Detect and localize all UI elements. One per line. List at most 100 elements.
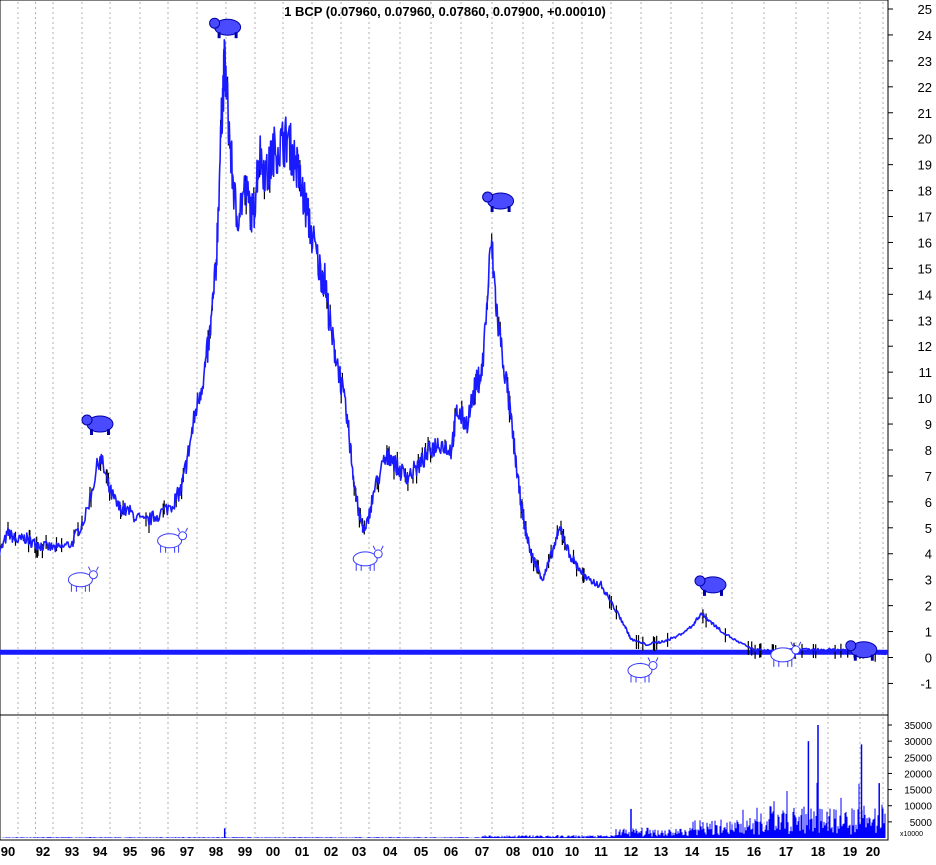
- x-tick-label: 90: [1, 844, 15, 859]
- volume-bars-background: [1, 782, 886, 838]
- x-tick-label: 07: [475, 844, 489, 859]
- grid: [17, 2, 884, 838]
- price-range-bars: [7, 76, 876, 662]
- x-tick-label: 02: [324, 844, 338, 859]
- bull-body: [770, 647, 796, 663]
- x-tick-label: 10: [565, 844, 579, 859]
- x-tick-label: 17: [779, 844, 793, 859]
- bull-marker-icon: [157, 527, 189, 553]
- bull-body: [627, 663, 653, 678]
- bear-leg: [703, 589, 706, 596]
- price-tick-label: -1: [920, 676, 932, 691]
- bear-head: [209, 17, 221, 29]
- price-tick-label: 11: [919, 365, 933, 380]
- price-series: [0, 39, 889, 662]
- price-tick-label: 14: [918, 287, 932, 302]
- x-tick-label: 99: [238, 844, 252, 859]
- price-tick-label: 20: [918, 132, 932, 147]
- bear-leg: [90, 429, 93, 435]
- price-tick-label: 17: [918, 210, 932, 225]
- x-tick-label: 94: [93, 844, 108, 859]
- bull-horns: [87, 566, 99, 571]
- bear-marker-icon: [694, 575, 727, 596]
- bear-marker-icon: [482, 191, 515, 212]
- volume-tick-label: 30000: [904, 737, 932, 748]
- x-tick-label: 03: [352, 844, 366, 859]
- chart-title: 1 BCP (0.07960, 0.07960, 0.07860, 0.0790…: [284, 4, 606, 19]
- x-tick-label: 93: [65, 844, 79, 859]
- bear-leg: [217, 32, 221, 39]
- price-tick-label: 13: [918, 313, 932, 328]
- x-tick-label: 92: [36, 844, 50, 859]
- bear-leg: [107, 429, 110, 435]
- x-tick-label: 98: [209, 844, 223, 859]
- volume-tick-label: 10000: [904, 802, 932, 813]
- bull-marker-icon: [352, 545, 384, 571]
- volume-unit-label: x10000: [900, 831, 923, 838]
- x-tick-label: 04: [383, 844, 398, 859]
- x-tick-label: 11: [594, 844, 608, 859]
- bull-legs: [70, 584, 90, 592]
- x-tick-label: 97: [180, 844, 194, 859]
- price-panel-frame: [0, 0, 889, 716]
- price-tick-label: 19: [918, 158, 932, 173]
- x-tick-label: 00: [266, 844, 280, 859]
- bull-horns: [647, 657, 659, 662]
- bear-marker-icon: [81, 414, 114, 435]
- bear-leg: [720, 589, 723, 596]
- price-tick-label: 9: [925, 417, 932, 432]
- bull-head: [88, 570, 98, 580]
- price-tick-label: 18: [918, 184, 932, 199]
- bear-head: [845, 640, 857, 652]
- volume-panel-frame: [0, 714, 889, 841]
- price-tick-label: 24: [918, 28, 932, 43]
- bull-legs: [355, 563, 375, 571]
- bear-head: [81, 414, 93, 426]
- bull-body: [157, 533, 183, 549]
- x-tick-label: 01: [295, 844, 309, 859]
- bull-marker-icon: [627, 657, 659, 683]
- x-tick-label: 14: [685, 844, 700, 859]
- bear-leg: [490, 206, 494, 212]
- price-tick-label: 1: [925, 625, 932, 640]
- price-tick-label: 16: [918, 235, 932, 250]
- bull-horns: [372, 545, 384, 551]
- x-tick-label: 18: [811, 844, 825, 859]
- bull-horns: [790, 641, 802, 647]
- price-tick-label: 21: [918, 106, 932, 121]
- bear-leg: [853, 654, 857, 661]
- x-tick-label: 15: [715, 844, 729, 859]
- price-tick-label: 4: [925, 547, 932, 562]
- price-tick-label: 23: [918, 54, 932, 69]
- price-tick-label: 12: [918, 339, 932, 354]
- price-tick-label: 2: [925, 599, 932, 614]
- bull-marker-icon: [770, 641, 802, 667]
- volume-y-axis: 35000 30000 25000 20000 15000 10000 5000: [888, 721, 932, 829]
- x-tick-label: 20: [866, 844, 880, 859]
- x-axis: 90 92 93 94 95 96 97 98 99 00 01 02 03 04 05 06 07 08 010 1…: [1, 844, 880, 859]
- bull-head: [648, 661, 658, 670]
- price-tick-label: 15: [918, 261, 932, 276]
- x-tick-label: 13: [654, 844, 668, 859]
- price-tick-label: 5: [925, 521, 932, 536]
- price-tick-label: 8: [925, 443, 932, 458]
- volume-tick-label: 20000: [904, 769, 932, 780]
- price-tick-label: 6: [925, 495, 932, 510]
- bear-marker-icon: [845, 640, 878, 661]
- volume-bars: [1, 725, 886, 838]
- x-tick-label: 05: [414, 844, 428, 859]
- volume-tick-label: 35000: [904, 721, 932, 732]
- bull-body: [352, 551, 378, 567]
- bear-head: [482, 191, 494, 203]
- x-tick-label: 19: [843, 844, 857, 859]
- bull-head: [373, 549, 383, 559]
- bear-head: [694, 575, 706, 587]
- price-y-axis: 2524232221201918171615141312111098765432…: [888, 2, 932, 691]
- x-tick-label: 16: [747, 844, 761, 859]
- bull-legs: [773, 659, 793, 667]
- volume-tick-label: 15000: [904, 786, 932, 797]
- price-tick-label: 25: [918, 2, 932, 17]
- volume-tick-label: 25000: [904, 753, 932, 764]
- x-tick-label: 95: [123, 844, 137, 859]
